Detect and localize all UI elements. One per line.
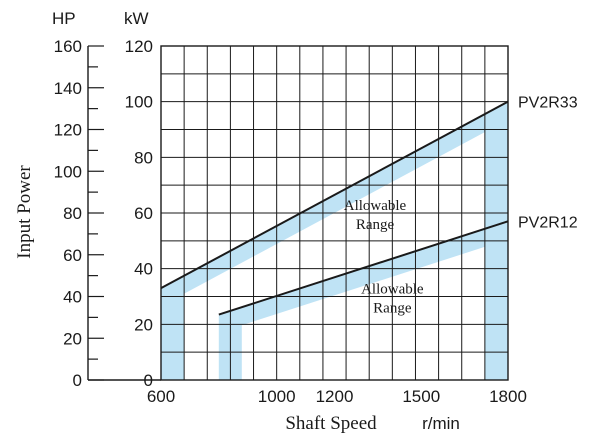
plot-frame: [160, 45, 509, 381]
hp-tick-label: 80: [63, 204, 82, 223]
x-tick-label: 600: [147, 387, 175, 406]
kw-tick-label: 40: [134, 260, 153, 279]
x-tick-label: 1500: [402, 387, 440, 406]
x-axis-title: Shaft Speed: [285, 413, 377, 434]
axes: 0 20 40 60 80 100 1200 20 40 60 80 100 120 140 160 HP kW…: [14, 9, 527, 434]
hp-tick-label: 160: [54, 37, 82, 56]
series-line-pv2r33: [160, 100, 509, 290]
kw-tick-label: 100: [125, 93, 153, 112]
range-label-pv2r33: Allowable: [344, 198, 407, 214]
series-line-pv2r12: [218, 220, 509, 316]
series-lines: [160, 100, 509, 316]
hp-tick-label: 40: [63, 288, 82, 307]
series-label-pv2r12: PV2R12: [518, 214, 578, 231]
series-label-pv2r33: PV2R33: [518, 95, 578, 112]
x-tick-label: 1200: [316, 387, 354, 406]
hp-axis-label: HP: [52, 9, 76, 28]
kw-axis-label: kW: [124, 9, 149, 28]
hp-tick-label: 20: [63, 329, 82, 348]
hp-tick-label: 120: [54, 121, 82, 140]
hp-tick-label: 60: [63, 246, 82, 265]
hp-tick-label: 0: [73, 371, 82, 390]
range-label-pv2r12: Range: [373, 301, 412, 317]
kw-tick-label: 80: [134, 148, 153, 167]
range-label-pv2r33: Range: [356, 217, 395, 233]
hp-tick-label: 140: [54, 79, 82, 98]
y-axis-title: Input Power: [14, 165, 35, 259]
x-tick-label: 1000: [258, 387, 296, 406]
range-label-pv2r12: Allowable: [361, 282, 424, 298]
kw-tick-label: 20: [134, 315, 153, 334]
grid: [160, 45, 509, 381]
allowable-range-band-pv2r12: [218, 221, 509, 380]
kw-tick-label: 120: [125, 37, 153, 56]
chart-labels: PV2R33 Allowable Range PV2R12 Allowable Range: [344, 95, 578, 317]
kw-tick-label: 60: [134, 204, 153, 223]
hp-tick-label: 100: [54, 162, 82, 181]
x-axis-unit: r/min: [422, 414, 460, 433]
x-tick-label: 1800: [489, 387, 527, 406]
